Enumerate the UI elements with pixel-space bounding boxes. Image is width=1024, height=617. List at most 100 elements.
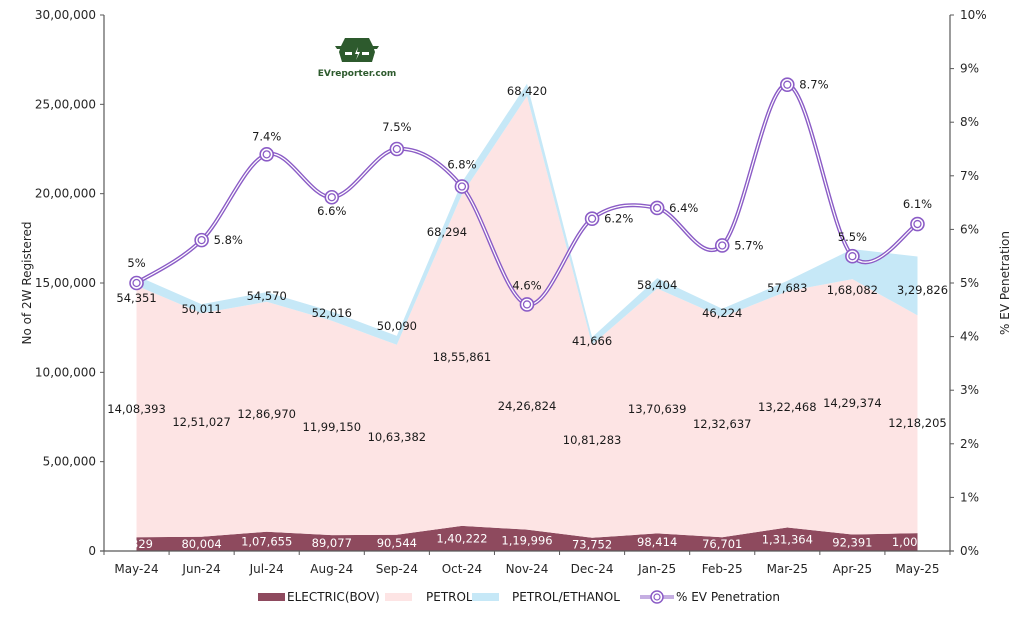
x-tick-label: Mar-25 — [767, 562, 808, 576]
ev-marker-inner — [718, 241, 727, 250]
x-tick-label: Jun-24 — [181, 562, 220, 576]
petrol-data-label: 11,99,150 — [303, 420, 362, 434]
x-tick-label: Jul-24 — [249, 562, 284, 576]
ev-penetration-data-label: 5.8% — [214, 233, 243, 247]
electric-data-label: 1,00,281 — [892, 535, 943, 549]
legend-swatch-ev-marker — [650, 590, 664, 604]
ev-marker — [324, 189, 340, 205]
y2-tick-label: 5% — [960, 276, 979, 290]
y-tick-label: 10,00,000 — [35, 365, 96, 379]
y2-axis-title: % EV Penetration — [998, 231, 1012, 335]
legend-label-electric: ELECTRIC(BOV) — [287, 590, 380, 604]
y2-tick-label: 9% — [960, 62, 979, 76]
legend-swatch-petrol-ethanol — [472, 593, 499, 601]
petrol-data-label: 18,55,861 — [433, 350, 492, 364]
petrol-ethanol-data-label: 54,570 — [247, 289, 287, 303]
ev-marker — [714, 238, 730, 253]
petrol-ethanol-data-label: 3,29,826 — [897, 283, 948, 297]
electric-data-label: 76,701 — [702, 537, 742, 551]
y-tick-label: 0 — [88, 544, 96, 558]
electric-data-label: 80,004 — [181, 537, 221, 551]
y2-tick-label: 7% — [960, 169, 979, 183]
x-tick-label: Oct-24 — [442, 562, 482, 576]
area-electric — [136, 525, 918, 551]
ev-penetration-line — [129, 77, 925, 312]
ev-marker — [910, 216, 925, 232]
data-labels: 7,329 80,004 1,07,655 89,077 90,544 1,40,222 1… — [107, 78, 948, 552]
ev-penetration-data-label: 6.8% — [447, 158, 476, 172]
petrol-data-label: 12,51,027 — [172, 415, 231, 429]
petrol-ethanol-data-label: 58,404 — [637, 278, 677, 292]
electric-data-label: 90,544 — [377, 536, 417, 550]
legend-swatch-electric — [258, 593, 285, 601]
petrol-ethanol-data-label: 54,351 — [116, 291, 156, 305]
y2-tick-label: 2% — [960, 437, 979, 451]
y2-tick-label: 10% — [960, 8, 987, 22]
ev-marker — [389, 141, 405, 157]
x-tick-label: May-25 — [895, 562, 939, 576]
petrol-ethanol-data-label: 41,666 — [572, 334, 612, 348]
petrol-ethanol-data-label: 52,016 — [312, 306, 352, 320]
x-tick-label: Dec-24 — [571, 562, 614, 576]
ev-marker — [519, 297, 535, 312]
petrol-data-label: 10,63,382 — [368, 430, 427, 444]
y-tick-label: 5,00,000 — [43, 455, 96, 469]
y-axis-title: No of 2W Registered — [20, 222, 34, 345]
legend-label-petrol-ethanol: PETROL/ETHANOL — [512, 590, 620, 604]
petrol-data-label: 13,22,468 — [758, 400, 817, 414]
y2-tick-label: 3% — [960, 383, 979, 397]
ev-marker-inner — [653, 203, 662, 213]
ev-marker-inner — [132, 278, 141, 288]
y2-tick-label: 0% — [960, 544, 979, 558]
x-tick-label: Sep-24 — [376, 562, 418, 576]
electric-data-label: 73,752 — [572, 537, 612, 551]
electric-data-label: 1,31,364 — [762, 532, 813, 546]
ev-marker — [649, 200, 665, 216]
legend-label-ev-penetration: % EV Penetration — [676, 590, 780, 604]
ev-penetration-data-label: 6.2% — [604, 212, 633, 226]
ev-penetration-data-label: 5.5% — [838, 230, 867, 244]
petrol-data-label: 14,29,374 — [823, 396, 882, 410]
y-tick-label: 20,00,000 — [35, 187, 96, 201]
ev-marker-inner — [327, 193, 336, 202]
ev-marker-inner — [262, 150, 271, 159]
legend-item-petrol: PETROL — [385, 590, 473, 604]
petrol-data-label: 13,70,639 — [628, 402, 687, 416]
ev-marker — [454, 179, 470, 194]
petrol-ethanol-data-label: 57,683 — [767, 281, 807, 295]
electric-data-label: 98,414 — [637, 535, 677, 549]
logo: EVreporter.com — [318, 38, 396, 79]
ev-penetration-data-label: 6.4% — [669, 201, 698, 215]
ev-marker-inner — [457, 182, 467, 191]
legend-item-ev-penetration: % EV Penetration — [640, 590, 780, 604]
y-tick-label: 30,00,000 — [35, 8, 96, 22]
legend-item-petrol-ethanol: PETROL/ETHANOL — [472, 590, 620, 604]
ev-marker — [129, 275, 144, 291]
y2-tick-label: 8% — [960, 115, 979, 129]
electric-data-label: 1,40,222 — [436, 531, 487, 545]
legend-item-electric: ELECTRIC(BOV) — [258, 590, 380, 604]
petrol-data-label: 12,32,637 — [693, 417, 752, 431]
ev-marker — [845, 248, 860, 264]
petrol-data-label: 12,18,205 — [888, 416, 947, 430]
area-petrol — [136, 96, 918, 538]
petrol-ethanol-data-label: 68,294 — [427, 225, 467, 239]
x-tick-label: Jan-25 — [637, 562, 676, 576]
legend-label-petrol: PETROL — [426, 590, 473, 604]
ev-marker — [194, 232, 209, 248]
x-tick-label: May-24 — [114, 562, 158, 576]
electric-data-label: 7,329 — [120, 537, 153, 551]
legend: ELECTRIC(BOV) PETROL PETROL/ETHANOL % EV… — [258, 590, 780, 604]
petrol-data-label: 12,86,970 — [237, 407, 296, 421]
y-tick-label: 15,00,000 — [35, 276, 96, 290]
petrol-data-label: 14,08,393 — [107, 402, 166, 416]
ev-penetration-data-label: 4.6% — [512, 278, 541, 292]
electric-data-label: 1,07,655 — [241, 534, 292, 548]
electric-data-label: 92,391 — [832, 536, 872, 550]
ev-marker-inner — [392, 144, 401, 154]
ev-penetration-data-label: 6.6% — [317, 204, 346, 218]
legend-swatch-ev-marker-inner — [653, 593, 661, 601]
petrol-ethanol-data-label: 68,420 — [507, 84, 547, 98]
petrol-ethanol-data-label: 1,68,082 — [827, 283, 878, 297]
